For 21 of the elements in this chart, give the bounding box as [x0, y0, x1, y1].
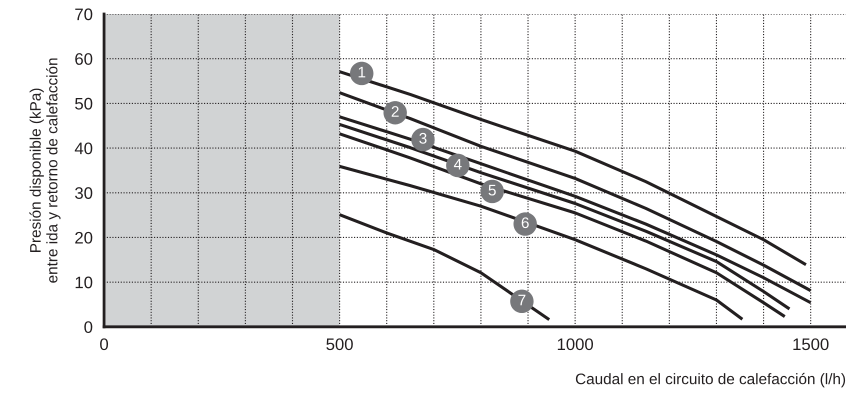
y-tick-label: 20 [75, 232, 92, 244]
y-tick-label: 30 [75, 187, 92, 199]
y-tick-label: 10 [76, 276, 92, 288]
annotation: 7 [518, 294, 526, 306]
y-tick-label: 50 [75, 98, 92, 110]
y-axis-title: Presión disponible (kPa) entre ida y retorno de calefacción [29, 58, 61, 283]
annotation: 6 [522, 217, 529, 228]
x-tick-label: 500 [326, 338, 353, 350]
x-tick-label: 0 [100, 338, 108, 350]
y-tick-label: 40 [74, 142, 92, 154]
x-axis-title: Caudal en el circuito de calefacción (l/h) [576, 372, 846, 388]
annotation: 3 [419, 132, 427, 144]
x-tick-label: 1500 [793, 338, 829, 350]
annotation: 2 [392, 106, 399, 117]
annotation: 5 [488, 184, 496, 196]
y-tick-label: 60 [75, 53, 92, 65]
y-tick-label: 70 [75, 8, 92, 20]
x-tick-label: 1000 [558, 338, 594, 350]
annotation: 1 [358, 66, 366, 78]
annotation: 4 [454, 158, 462, 170]
y-tick-label: 0 [84, 321, 92, 334]
